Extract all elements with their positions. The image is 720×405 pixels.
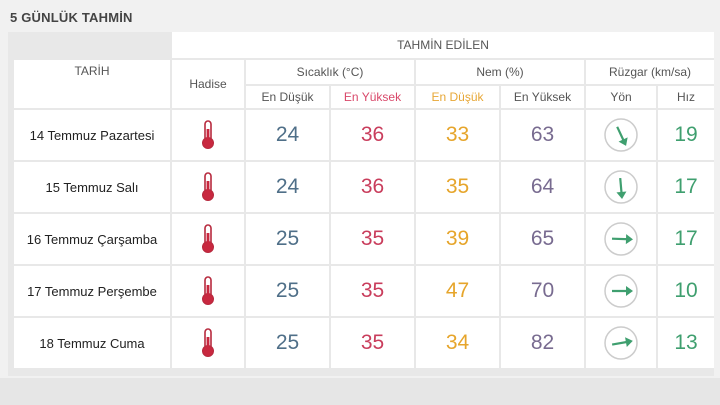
temp-min-value: 25	[246, 318, 329, 368]
row-date: 16 Temmuz Çarşamba	[14, 214, 170, 264]
row-date: 18 Temmuz Cuma	[14, 318, 170, 368]
thermometer-icon	[172, 110, 244, 160]
row-date: 15 Temmuz Salı	[14, 162, 170, 212]
wind-speed-value: 19	[658, 110, 714, 160]
temp-max-value: 35	[331, 318, 414, 368]
header-sicaklik: Sıcaklık (°C)	[246, 60, 414, 84]
wind-direction-icon	[586, 162, 656, 212]
subheader-temp-max: En Yüksek	[331, 86, 414, 108]
hum-min-value: 33	[416, 110, 499, 160]
temp-min-value: 24	[246, 110, 329, 160]
thermometer-icon	[172, 266, 244, 316]
temp-min-value: 25	[246, 266, 329, 316]
thermometer-icon	[172, 214, 244, 264]
hum-min-value: 35	[416, 162, 499, 212]
header-hadise: Hadise	[172, 60, 244, 108]
header-tarih: TARİH	[14, 60, 170, 108]
hum-min-value: 39	[416, 214, 499, 264]
subheader-yon: Yön	[586, 86, 656, 108]
hum-max-value: 82	[501, 318, 584, 368]
wind-direction-icon	[586, 110, 656, 160]
bottom-strip	[0, 378, 720, 405]
wind-direction-icon	[586, 266, 656, 316]
row-date: 14 Temmuz Pazartesi	[14, 110, 170, 160]
header-ruzgar: Rüzgar (km/sa)	[586, 60, 714, 84]
row-date: 17 Temmuz Perşembe	[14, 266, 170, 316]
wind-speed-value: 13	[658, 318, 714, 368]
subheader-hiz: Hız	[658, 86, 714, 108]
hum-min-value: 47	[416, 266, 499, 316]
hum-min-value: 34	[416, 318, 499, 368]
subheader-hum-max: En Yüksek	[501, 86, 584, 108]
temp-max-value: 36	[331, 162, 414, 212]
temp-max-value: 35	[331, 214, 414, 264]
wind-speed-value: 10	[658, 266, 714, 316]
header-tahmin-edilen: TAHMİN EDİLEN	[172, 32, 714, 58]
wind-direction-icon	[586, 214, 656, 264]
page-title: 5 GÜNLÜK TAHMİN	[10, 10, 133, 25]
wind-speed-value: 17	[658, 162, 714, 212]
wind-direction-icon	[586, 318, 656, 368]
thermometer-icon	[172, 318, 244, 368]
hum-max-value: 64	[501, 162, 584, 212]
header-nem: Nem (%)	[416, 60, 584, 84]
subheader-temp-min: En Düşük	[246, 86, 329, 108]
thermometer-icon	[172, 162, 244, 212]
temp-max-value: 36	[331, 110, 414, 160]
hum-max-value: 63	[501, 110, 584, 160]
temp-min-value: 24	[246, 162, 329, 212]
temp-min-value: 25	[246, 214, 329, 264]
forecast-table: TAHMİN EDİLEN TARİH Hadise Sıcaklık (°C)…	[8, 32, 714, 376]
subheader-hum-min: En Düşük	[416, 86, 499, 108]
wind-speed-value: 17	[658, 214, 714, 264]
hum-max-value: 70	[501, 266, 584, 316]
temp-max-value: 35	[331, 266, 414, 316]
hum-max-value: 65	[501, 214, 584, 264]
